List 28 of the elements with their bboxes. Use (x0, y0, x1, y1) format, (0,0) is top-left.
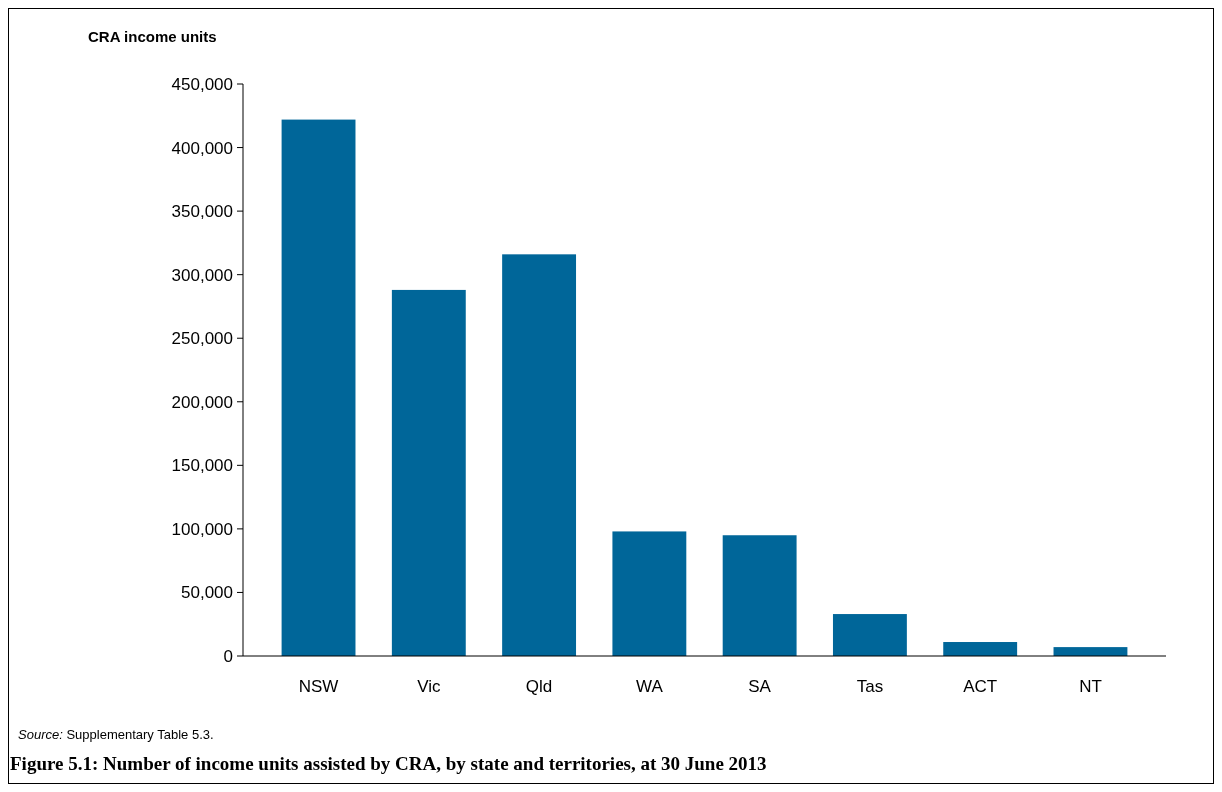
y-tick-label: 400,000 (171, 138, 233, 158)
x-tick-label: NSW (298, 677, 339, 696)
y-tick-label: 0 (223, 646, 233, 666)
y-tick-label: 100,000 (171, 519, 233, 539)
text: Figure 5.1: Number of income units assisted by CRA, by state and territories, at 30 June 2013 (10, 753, 767, 774)
x-tick-label: NT (1079, 677, 1102, 696)
bar (612, 531, 687, 656)
bar (722, 535, 797, 656)
x-tick-label: Qld (525, 677, 553, 696)
y-tick-label: 450,000 (171, 74, 233, 94)
y-tick-label: 200,000 (171, 392, 233, 412)
bar (502, 254, 577, 656)
x-tick-label: WA (635, 677, 664, 696)
x-tick-label: SA (748, 677, 772, 696)
y-tick-label: 350,000 (171, 202, 233, 222)
y-axis-title: CRA income units (88, 28, 217, 45)
y-tick-label: 250,000 (171, 329, 233, 349)
bar (391, 289, 466, 656)
y-tick-label: 300,000 (171, 265, 233, 285)
x-tick-label: Tas (856, 677, 884, 696)
bar (281, 119, 356, 656)
bar (832, 614, 907, 656)
source-note: Source: Supplementary Table 5.3. (18, 727, 214, 742)
y-tick-label: 50,000 (181, 583, 233, 603)
y-tick-label: 150,000 (171, 456, 233, 476)
x-tick-label: Vic (417, 677, 441, 696)
x-tick-label: ACT (963, 677, 998, 696)
bar (943, 642, 1018, 656)
